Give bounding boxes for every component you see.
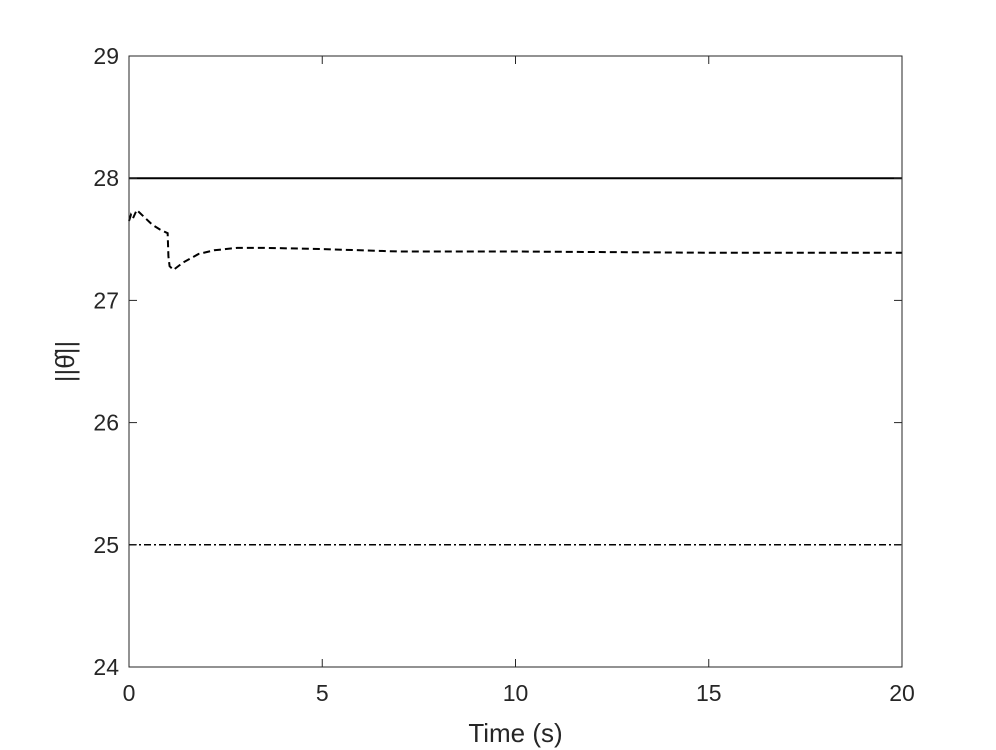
- x-axis-label: Time (s): [468, 718, 562, 748]
- series-line-dashed: [128, 208, 902, 272]
- x-tick-label: 20: [889, 680, 915, 706]
- x-tick-label: 10: [503, 680, 529, 706]
- x-tick-layer: 0 5 10 15 20: [123, 56, 915, 706]
- x-tick-label: 15: [696, 680, 722, 706]
- plot-area: [129, 56, 902, 667]
- x-tick-label: 5: [316, 680, 329, 706]
- y-tick-label: 29: [93, 43, 119, 69]
- y-tick-label: 27: [93, 287, 119, 313]
- y-axis-label: ||θ̂||: [50, 341, 80, 382]
- y-tick-label: 26: [93, 410, 119, 436]
- y-tick-label: 24: [93, 654, 119, 680]
- y-tick-label: 28: [93, 165, 119, 191]
- y-tick-layer: 24 25 26 27 28 29: [93, 43, 902, 680]
- x-tick-label: 0: [123, 680, 136, 706]
- series-layer: [128, 177, 902, 546]
- y-tick-label: 25: [93, 532, 119, 558]
